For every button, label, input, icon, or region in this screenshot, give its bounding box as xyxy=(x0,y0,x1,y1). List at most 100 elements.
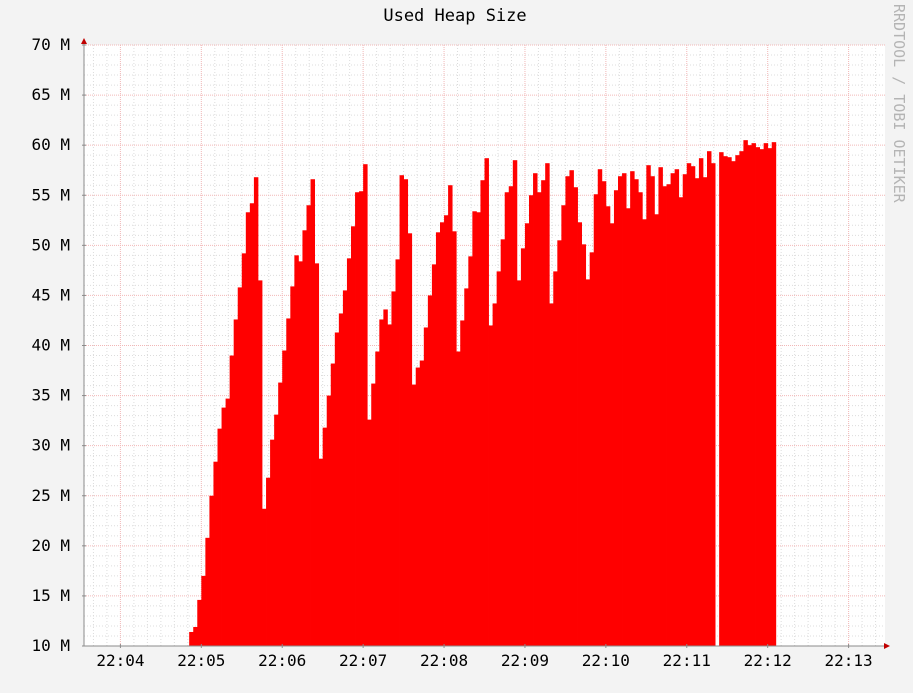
heap-bar xyxy=(282,350,287,646)
heap-bar xyxy=(253,177,259,646)
heap-bar xyxy=(634,179,639,646)
x-tick-label: 22:09 xyxy=(501,651,549,670)
heap-bar xyxy=(735,155,740,646)
heap-bar xyxy=(395,259,400,646)
heap-bar xyxy=(545,163,550,646)
heap-bar xyxy=(419,360,425,646)
heap-bar xyxy=(403,179,409,646)
heap-bar xyxy=(529,195,534,646)
heap-bar xyxy=(314,263,320,646)
heap-bar xyxy=(650,176,655,646)
heap-bar xyxy=(690,166,696,646)
x-tick-label: 22:06 xyxy=(258,651,306,670)
heap-bar xyxy=(472,211,477,646)
heap-bar xyxy=(383,309,388,646)
heap-bar xyxy=(731,161,736,646)
heap-bar xyxy=(440,222,445,647)
heap-bar xyxy=(233,319,239,646)
heap-bar xyxy=(241,253,247,646)
heap-bar xyxy=(399,175,404,646)
heap-bar xyxy=(338,313,344,646)
heap-bar xyxy=(581,244,587,646)
heap-bar xyxy=(294,255,299,646)
heap-bar xyxy=(322,427,328,646)
heap-bar xyxy=(274,414,279,646)
heap-bar xyxy=(666,184,671,647)
heap-bar xyxy=(367,419,372,646)
heap-bar xyxy=(763,143,769,646)
heap-bar xyxy=(707,151,712,646)
heap-bar xyxy=(423,327,429,646)
heap-bar xyxy=(609,223,615,647)
heap-bar xyxy=(444,215,449,646)
heap-bar xyxy=(739,151,744,646)
heap-bar xyxy=(427,295,433,646)
heap-bar xyxy=(670,173,676,646)
heap-bar xyxy=(266,477,271,646)
y-tick-label: 70 M xyxy=(31,35,70,54)
heap-bar xyxy=(448,185,453,647)
x-tick-label: 22:07 xyxy=(339,651,387,670)
heap-bar xyxy=(500,239,506,646)
heap-bar xyxy=(290,286,295,646)
y-tick-label: 55 M xyxy=(31,185,70,204)
heap-bar xyxy=(355,192,360,646)
x-axis-arrow-icon xyxy=(884,643,890,649)
heap-bar xyxy=(217,428,222,646)
heap-bar xyxy=(484,158,489,646)
y-tick-label: 65 M xyxy=(31,85,70,104)
heap-bar xyxy=(613,190,619,647)
heap-bar xyxy=(723,156,728,646)
heap-bar xyxy=(577,222,582,647)
heap-bar xyxy=(318,458,324,646)
x-tick-label: 22:10 xyxy=(582,651,630,670)
y-tick-label: 45 M xyxy=(31,285,70,304)
heap-bar xyxy=(193,626,198,646)
heap-bar xyxy=(618,176,623,646)
rrdtool-watermark: RRDTOOL / TOBI OETIKER xyxy=(890,4,908,204)
heap-bar xyxy=(237,287,243,646)
chart-title: Used Heap Size xyxy=(383,6,526,26)
heap-bar xyxy=(229,355,235,646)
heap-bar xyxy=(702,177,708,646)
heap-bar xyxy=(646,165,651,646)
heap-bar xyxy=(435,232,441,646)
heap-bar xyxy=(346,258,352,646)
y-tick-label: 20 M xyxy=(31,536,70,555)
heap-bar xyxy=(638,192,643,646)
heap-bar xyxy=(245,212,251,646)
heap-bar xyxy=(743,140,748,646)
heap-bar xyxy=(541,180,546,646)
axes xyxy=(81,38,890,649)
heap-bar xyxy=(569,170,574,646)
y-tick-label: 60 M xyxy=(31,135,70,154)
heap-bar xyxy=(771,142,777,646)
heap-bar xyxy=(601,181,607,647)
heap-bar xyxy=(359,191,364,647)
heap-bar xyxy=(278,382,283,646)
heap-bar xyxy=(605,206,611,646)
heap-bar xyxy=(302,230,307,646)
heap-bar xyxy=(711,163,716,646)
heap-bar xyxy=(468,256,473,646)
heap-bar xyxy=(678,197,684,646)
heap-bar xyxy=(533,173,538,646)
heap-bar xyxy=(452,231,457,646)
heap-bar xyxy=(674,169,680,646)
heap-bar xyxy=(755,147,760,647)
heap-bar xyxy=(767,148,773,647)
heap-bar xyxy=(387,324,392,646)
y-tick-label: 40 M xyxy=(31,336,70,355)
heap-bar xyxy=(415,367,421,646)
heap-bar xyxy=(512,160,518,646)
heap-bar xyxy=(751,143,756,646)
heap-area-series xyxy=(189,140,777,647)
heap-bar xyxy=(524,223,530,647)
heap-bar xyxy=(537,192,542,646)
heap-bar xyxy=(504,192,510,646)
heap-bar xyxy=(698,158,704,646)
heap-bar xyxy=(310,179,315,646)
x-tick-labels: 22:04 22:05 22:06 22:07 22:08 22:09 22:10 22:11… xyxy=(96,651,872,670)
